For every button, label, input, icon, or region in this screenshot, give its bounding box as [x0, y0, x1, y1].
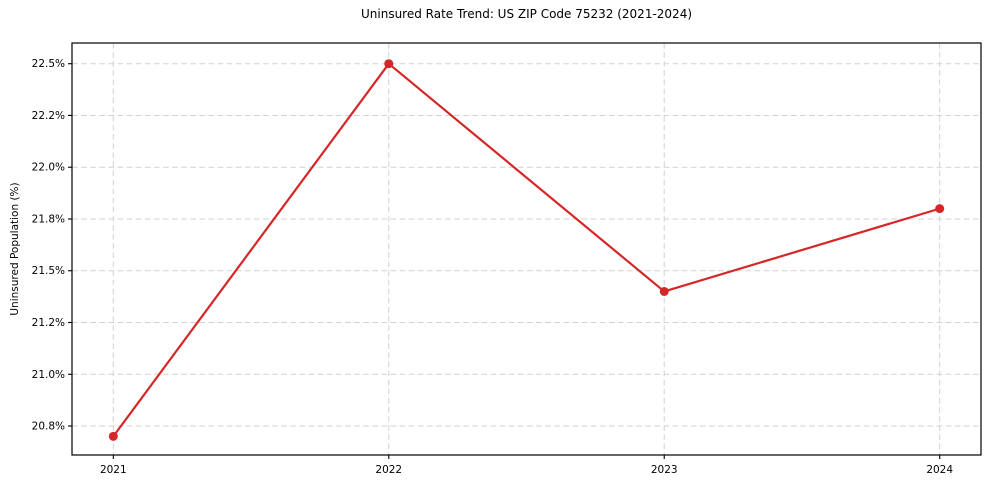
y-tick-label: 22.5% [32, 58, 65, 70]
y-tick-label: 21.8% [32, 213, 65, 225]
x-tick-label: 2024 [926, 464, 953, 476]
data-point [935, 204, 945, 214]
data-point [108, 431, 118, 441]
x-tick-label: 2022 [375, 464, 402, 476]
y-tick-label: 21.0% [32, 369, 65, 381]
y-tick-label: 22.0% [32, 162, 65, 174]
x-tick-label: 2021 [100, 464, 127, 476]
trend-line [112, 62, 941, 438]
y-tick-label: 22.2% [32, 110, 65, 122]
data-point [659, 286, 669, 296]
chart-title: Uninsured Rate Trend: US ZIP Code 75232 … [360, 7, 693, 21]
y-tick-label: 21.2% [32, 317, 65, 329]
axes-frame [71, 42, 982, 456]
y-tick-label: 20.8% [32, 421, 65, 433]
x-tick-label: 2023 [651, 464, 678, 476]
data-point [384, 59, 394, 69]
y-tick-label: 21.5% [32, 265, 65, 277]
